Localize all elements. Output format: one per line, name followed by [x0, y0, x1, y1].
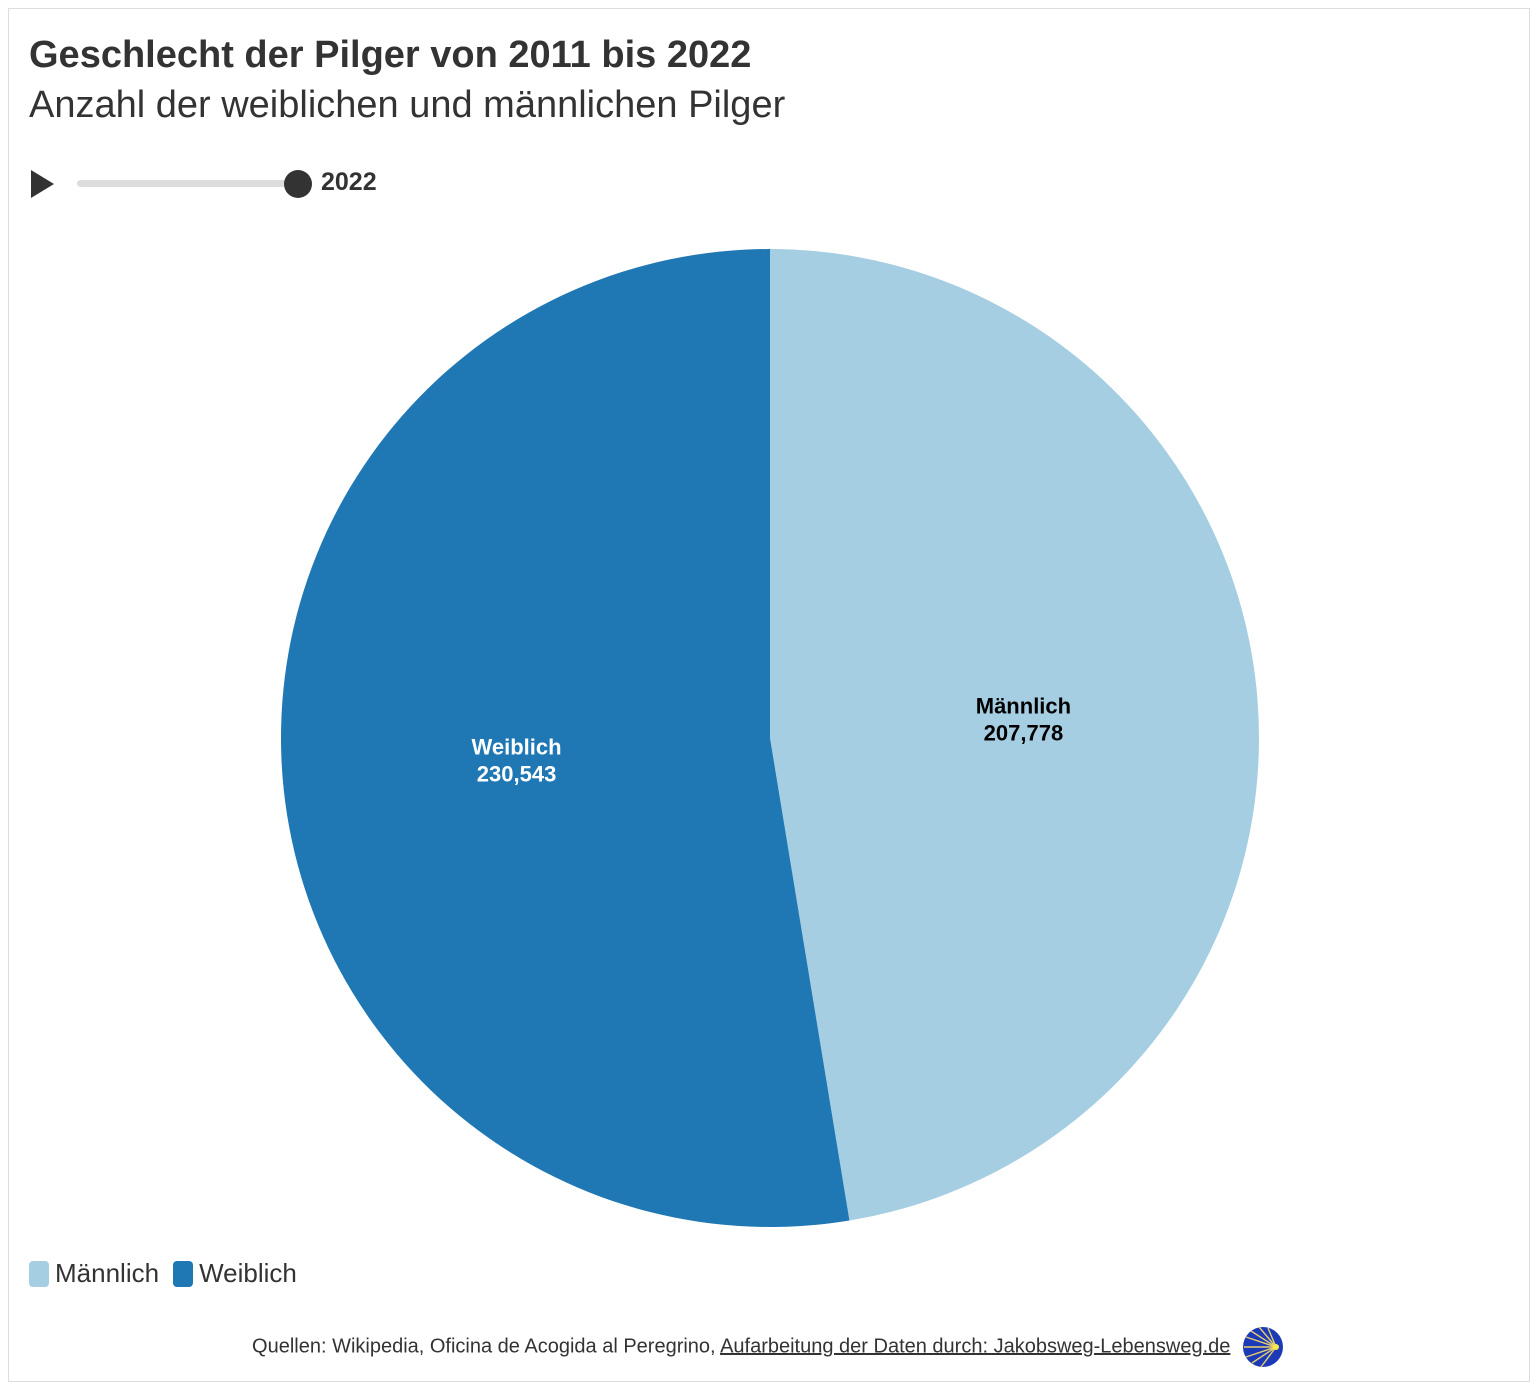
source-link[interactable]: Aufarbeitung der Daten durch: Jakobsweg-… [720, 1335, 1231, 1358]
timeline-year: 2022 [321, 168, 377, 196]
legend-label: Weiblich [199, 1258, 297, 1288]
chart-subtitle: Anzahl der weiblichen und männlichen Pil… [29, 84, 786, 126]
scallop-shell-logo [1242, 1326, 1283, 1368]
legend-swatch [29, 1260, 49, 1287]
slice-name-label: Männlich [976, 693, 1071, 718]
legend-label: Männlich [55, 1258, 160, 1288]
legend-item-weiblich[interactable]: Weiblich [173, 1258, 297, 1289]
slice-value-label: 230,543 [477, 762, 557, 787]
source-text: Quellen: Wikipedia, Oficina de Acogida a… [252, 1335, 721, 1358]
chart-title: Geschlecht der Pilger von 2011 bis 2022 [29, 34, 752, 76]
timeline-slider-handle[interactable] [284, 170, 312, 198]
legend-item-maennlich[interactable]: Männlich [29, 1258, 159, 1289]
slice-name-label: Weiblich [472, 735, 562, 760]
play-icon[interactable] [31, 170, 54, 198]
slice-value-label: 207,778 [984, 720, 1064, 745]
pie-slice-weiblich[interactable] [281, 249, 850, 1227]
source-footer: Quellen: Wikipedia, Oficina de Acogida a… [0, 1326, 1536, 1368]
legend-swatch [173, 1260, 194, 1287]
pie-slice-maennlich[interactable] [770, 249, 1260, 1221]
timeline-slider-track[interactable] [77, 180, 297, 187]
legend: Männlich Weiblich [29, 1258, 297, 1289]
chart-frame [8, 8, 1530, 1382]
